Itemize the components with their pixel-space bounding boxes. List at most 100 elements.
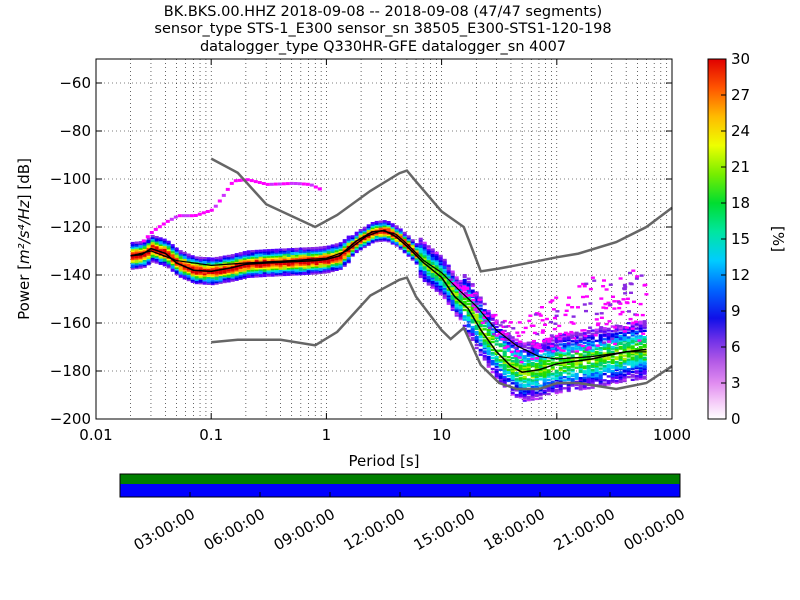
histogram-cell: [622, 348, 627, 351]
histogram-cell: [254, 273, 259, 276]
histogram-cell: [604, 306, 609, 310]
histogram-cell: [510, 369, 515, 372]
histogram-cell: [546, 348, 551, 352]
histogram-cell: [559, 349, 564, 352]
histogram-cell: [458, 298, 463, 302]
histogram-cell: [558, 352, 563, 356]
histogram-cell: [362, 237, 367, 241]
histogram-cell: [578, 384, 583, 388]
histogram-cell: [462, 281, 467, 285]
histogram-cell: [490, 337, 495, 341]
histogram-cell: [354, 247, 359, 250]
histogram-cell: [526, 341, 531, 344]
histogram-cell: [498, 329, 503, 332]
histogram-cell: [492, 333, 497, 336]
histogram-cell: [210, 268, 215, 271]
histogram-cell: [314, 251, 319, 254]
histogram-cell: [170, 263, 175, 266]
histogram-cell: [262, 252, 267, 255]
coverage-tick-label: 06:00:00: [201, 505, 268, 554]
histogram-cell: [502, 371, 507, 374]
histogram-cell: [518, 378, 523, 382]
histogram-cell: [642, 353, 647, 356]
histogram-cell: [170, 261, 175, 264]
histogram-cell: [274, 256, 279, 259]
histogram-cell: [362, 233, 367, 236]
histogram-cell: [630, 358, 635, 361]
histogram-cell: [446, 285, 451, 288]
histogram-cell: [466, 325, 471, 328]
histogram-cell: [410, 258, 415, 261]
histogram-cell: [234, 269, 239, 272]
histogram-cell: [466, 310, 471, 314]
histogram-cell: [618, 377, 623, 380]
histogram-cell: [566, 362, 571, 366]
histogram-cell: [318, 255, 323, 259]
histogram-cell: [578, 340, 583, 343]
histogram-cell: [614, 367, 619, 370]
histogram-cell: [522, 367, 527, 371]
histogram-cell: [558, 376, 563, 379]
histogram-cell: [478, 318, 483, 322]
histogram-cell: [514, 386, 519, 389]
histogram-cell: [486, 341, 491, 344]
histogram-cell: [426, 281, 431, 284]
histogram-cell: [162, 260, 167, 264]
chart-title: BK.BKS.00.HHZ 2018-09-08 -- 2018-09-08 (…: [164, 4, 602, 20]
histogram-cell: [390, 224, 395, 228]
histogram-cell: [590, 345, 595, 348]
histogram-cell: [426, 268, 431, 272]
histogram-cell: [622, 332, 627, 335]
histogram-cell: [502, 366, 507, 369]
histogram-cell: [282, 251, 287, 254]
histogram-cell: [598, 361, 603, 364]
histogram-cell: [238, 255, 243, 258]
histogram-cell: [338, 264, 343, 267]
histogram-cell: [398, 233, 403, 236]
histogram-cell: [634, 320, 638, 323]
histogram-cell: [313, 185, 318, 189]
histogram-cell: [450, 287, 455, 291]
histogram-cell: [626, 368, 631, 371]
histogram-cell: [182, 259, 187, 263]
histogram-cell: [504, 325, 509, 328]
histogram-cell: [422, 268, 427, 271]
histogram-cell: [582, 371, 587, 375]
histogram-cell: [582, 384, 587, 387]
histogram-cell: [574, 347, 579, 350]
histogram-cell: [454, 281, 459, 284]
histogram-cell: [286, 270, 291, 273]
histogram-cell: [582, 376, 587, 379]
histogram-cell: [442, 261, 447, 265]
histogram-cell: [594, 369, 599, 373]
histogram-cell: [394, 234, 399, 238]
histogram-cell: [258, 274, 263, 278]
histogram-cell: [210, 259, 215, 262]
histogram-cell: [430, 264, 435, 267]
histogram-cell: [590, 276, 595, 279]
histogram-cell: [502, 377, 507, 380]
histogram-cell: [562, 338, 567, 341]
histogram-cell: [622, 354, 627, 357]
histogram-cell: [614, 372, 619, 375]
histogram-cell: [498, 378, 503, 381]
histogram-cell: [418, 245, 423, 248]
histogram-cell: [510, 360, 515, 363]
histogram-cell: [638, 320, 643, 323]
histogram-cell: [362, 226, 367, 230]
histogram-cell: [426, 254, 431, 258]
histogram-cell: [558, 384, 563, 387]
histogram-cell: [154, 258, 159, 261]
histogram-cell: [623, 285, 628, 289]
histogram-cell: [258, 271, 263, 275]
histogram-cell: [586, 387, 591, 390]
histogram-cell: [262, 273, 267, 276]
histogram-cell: [478, 342, 483, 345]
histogram-cell: [146, 256, 151, 259]
histogram-cell: [458, 311, 463, 314]
histogram-cell: [274, 251, 279, 255]
histogram-cell: [598, 331, 603, 334]
histogram-cell: [562, 379, 567, 382]
histogram-cell: [562, 339, 567, 342]
histogram-cell: [506, 337, 511, 340]
